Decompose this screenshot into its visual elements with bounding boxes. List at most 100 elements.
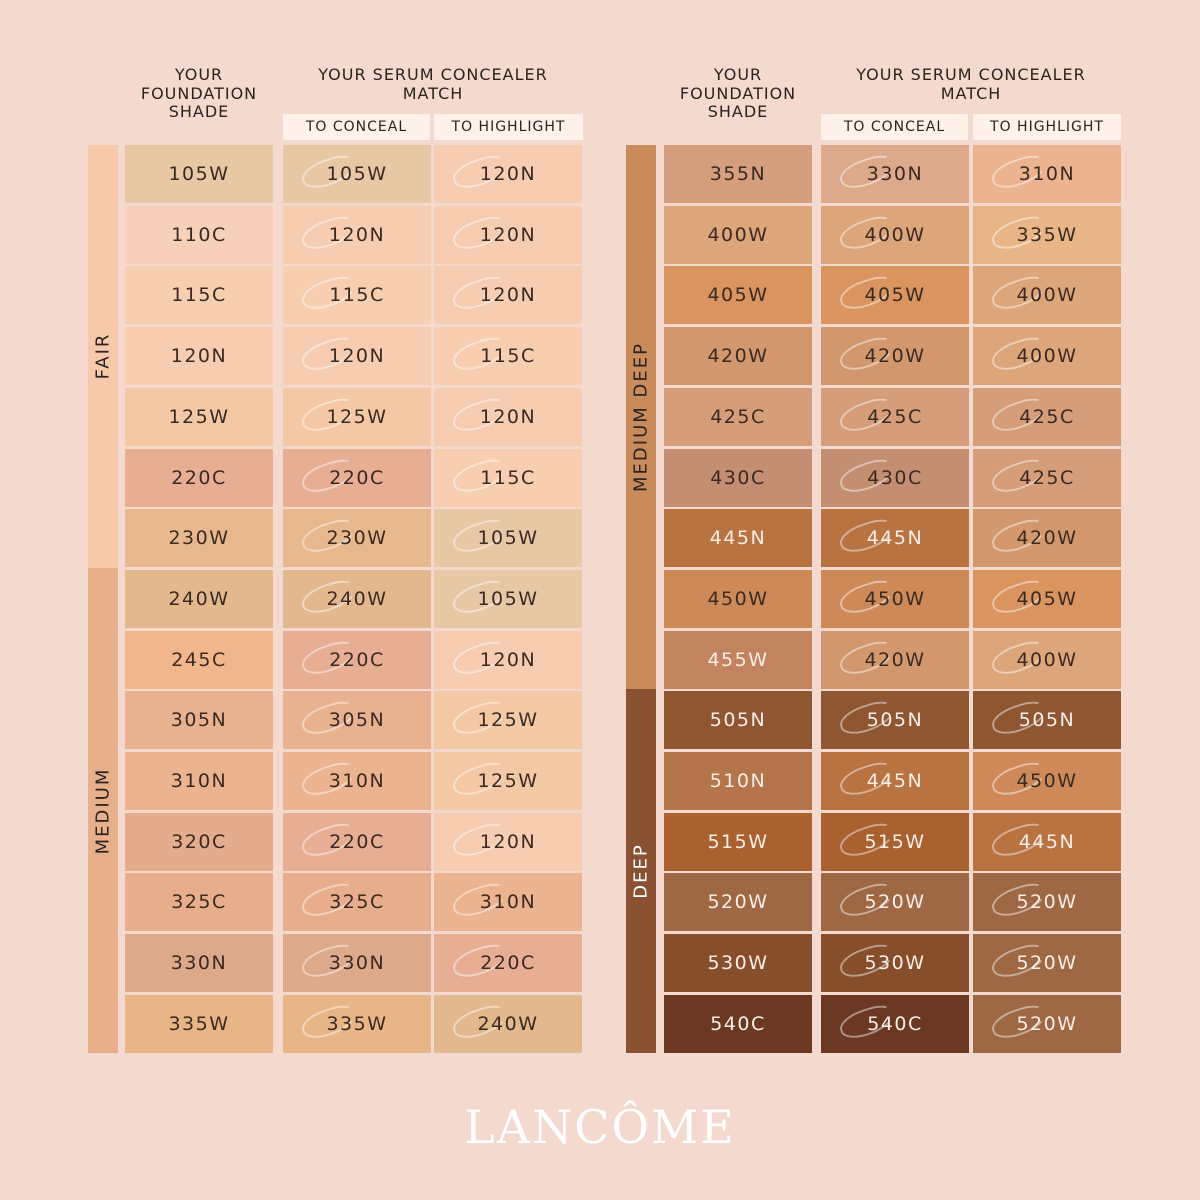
left-foundation-shade: 325C bbox=[125, 873, 273, 931]
shade-code: 125W bbox=[477, 709, 539, 731]
left-concealer-header: YOUR SERUM CONCEALER MATCH bbox=[318, 65, 548, 103]
right-conceal-match: 445N bbox=[821, 752, 969, 810]
left-highlight-match: 125W bbox=[434, 752, 582, 810]
right-highlight-match: 505N bbox=[973, 691, 1121, 749]
shade-code: 510N bbox=[709, 770, 767, 792]
shade-code: 305N bbox=[328, 709, 386, 731]
shade-code: 120N bbox=[328, 345, 386, 367]
left-foundation-shade: 320C bbox=[125, 813, 273, 871]
right-conceal-match: 450W bbox=[821, 570, 969, 628]
right-foundation-shade: 540C bbox=[664, 995, 812, 1053]
left-foundation-shade: 305N bbox=[125, 691, 273, 749]
shade-code: 400W bbox=[1016, 345, 1078, 367]
shade-code: 520W bbox=[707, 891, 769, 913]
shade-code: 115C bbox=[329, 284, 385, 306]
shade-code: 330N bbox=[170, 952, 228, 974]
right-conceal-match: 445N bbox=[821, 509, 969, 567]
left-highlight-match: 310N bbox=[434, 873, 582, 931]
right-foundation-shade: 400W bbox=[664, 206, 812, 264]
shade-code: 515W bbox=[707, 831, 769, 853]
shade-code: 505N bbox=[866, 709, 924, 731]
right-highlight-match: 520W bbox=[973, 995, 1121, 1053]
shade-code: 420W bbox=[707, 345, 769, 367]
right-foundation-shade: 420W bbox=[664, 327, 812, 385]
shade-code: 445N bbox=[709, 527, 767, 549]
right-to-conceal-header: TO CONCEAL bbox=[821, 114, 968, 140]
left-highlight-match: 120N bbox=[434, 813, 582, 871]
shade-code: 120N bbox=[479, 649, 537, 671]
right-foundation-shade: 450W bbox=[664, 570, 812, 628]
right-foundation-shade: 520W bbox=[664, 873, 812, 931]
shade-code: 520W bbox=[1016, 891, 1078, 913]
shade-code: 335W bbox=[1016, 224, 1078, 246]
shade-code: 520W bbox=[1016, 1013, 1078, 1035]
shade-code: 445N bbox=[866, 527, 924, 549]
shade-code: 310N bbox=[328, 770, 386, 792]
shade-code: 405W bbox=[864, 284, 926, 306]
left-foundation-shade: 220C bbox=[125, 449, 273, 507]
group-label: MEDIUM DEEP bbox=[630, 342, 652, 493]
left-conceal-match: 220C bbox=[283, 449, 431, 507]
right-highlight-match: 425C bbox=[973, 388, 1121, 446]
right-highlight-match: 520W bbox=[973, 934, 1121, 992]
shade-code: 105W bbox=[326, 163, 388, 185]
group-label: DEEP bbox=[630, 843, 652, 900]
left-conceal-match: 240W bbox=[283, 570, 431, 628]
right-conceal-match: 530W bbox=[821, 934, 969, 992]
left-highlight-match: 120N bbox=[434, 145, 582, 203]
left-conceal-match: 335W bbox=[283, 995, 431, 1053]
shade-code: 245C bbox=[171, 649, 227, 671]
shade-code: 120N bbox=[479, 406, 537, 428]
group-label: FAIR bbox=[92, 333, 114, 380]
shade-code: 520W bbox=[864, 891, 926, 913]
right-highlight-match: 310N bbox=[973, 145, 1121, 203]
shade-code: 445N bbox=[1018, 831, 1076, 853]
group-label: MEDIUM bbox=[92, 767, 114, 855]
right-highlight-match: 400W bbox=[973, 631, 1121, 689]
right-conceal-match: 505N bbox=[821, 691, 969, 749]
shade-code: 420W bbox=[1016, 527, 1078, 549]
shade-code: 120N bbox=[479, 163, 537, 185]
left-highlight-match: 105W bbox=[434, 509, 582, 567]
right-conceal-match: 540C bbox=[821, 995, 969, 1053]
shade-code: 445N bbox=[866, 770, 924, 792]
left-foundation-shade: 330N bbox=[125, 934, 273, 992]
left-highlight-match: 220C bbox=[434, 934, 582, 992]
shade-code: 325C bbox=[329, 891, 385, 913]
shade-code: 330N bbox=[328, 952, 386, 974]
shade-code: 310N bbox=[1018, 163, 1076, 185]
left-to-highlight-header: TO HIGHLIGHT bbox=[434, 114, 583, 140]
shade-code: 220C bbox=[329, 831, 385, 853]
right-conceal-match: 425C bbox=[821, 388, 969, 446]
right-foundation-shade: 355N bbox=[664, 145, 812, 203]
left-highlight-match: 120N bbox=[434, 266, 582, 324]
left-foundation-header: YOUR FOUNDATION SHADE bbox=[140, 65, 258, 121]
shade-code: 120N bbox=[170, 345, 228, 367]
shade-code: 335W bbox=[168, 1013, 230, 1035]
shade-code: 450W bbox=[1016, 770, 1078, 792]
shade-code: 335W bbox=[326, 1013, 388, 1035]
left-foundation-shade: 240W bbox=[125, 570, 273, 628]
shade-code: 120N bbox=[479, 224, 537, 246]
shade-code: 110C bbox=[171, 224, 227, 246]
shade-code: 505N bbox=[1018, 709, 1076, 731]
right-conceal-match: 430C bbox=[821, 449, 969, 507]
shade-code: 330N bbox=[866, 163, 924, 185]
right-highlight-match: 400W bbox=[973, 266, 1121, 324]
right-foundation-shade: 405W bbox=[664, 266, 812, 324]
left-conceal-match: 115C bbox=[283, 266, 431, 324]
shade-code: 105W bbox=[477, 588, 539, 610]
left-foundation-shade: 245C bbox=[125, 631, 273, 689]
right-conceal-match: 520W bbox=[821, 873, 969, 931]
shade-code: 310N bbox=[170, 770, 228, 792]
right-foundation-shade: 445N bbox=[664, 509, 812, 567]
shade-code: 310N bbox=[479, 891, 537, 913]
right-foundation-shade: 425C bbox=[664, 388, 812, 446]
right-highlight-match: 400W bbox=[973, 327, 1121, 385]
shade-code: 400W bbox=[707, 224, 769, 246]
left-foundation-shade: 230W bbox=[125, 509, 273, 567]
shade-code: 230W bbox=[168, 527, 230, 549]
right-conceal-match: 420W bbox=[821, 631, 969, 689]
left-foundation-shade: 335W bbox=[125, 995, 273, 1053]
right-highlight-match: 405W bbox=[973, 570, 1121, 628]
